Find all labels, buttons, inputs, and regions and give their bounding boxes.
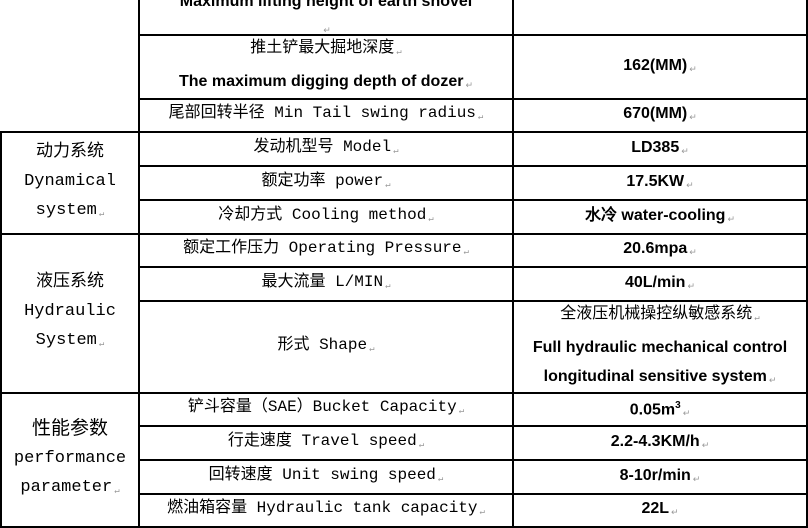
label-text: 尾部回转半径 Min Tail swing radius — [169, 99, 484, 132]
group-en: performance — [13, 448, 127, 468]
spec-label-shape: 形式 Shape — [138, 300, 514, 394]
spec-label-tail-swing: 尾部回转半径 Min Tail swing radius — [138, 98, 514, 133]
value-en: Full hydraulic mechanical control — [532, 338, 788, 356]
value-text: 162(MM) — [623, 51, 697, 84]
spec-value-model: LD385 — [512, 131, 808, 167]
group-performance-parameter: 性能参数 performance parameter — [0, 392, 140, 528]
label-cn: 推土铲最大掘地深度 — [250, 34, 401, 67]
spec-value-flow: 40L/min — [512, 266, 808, 302]
value-text: 水冷 water-cooling — [585, 201, 735, 234]
group-en: system — [36, 196, 105, 229]
group-cn: 液压系统 — [36, 273, 104, 292]
value-text: 20.6mpa — [623, 234, 697, 267]
spec-value-travel-speed: 2.2-4.3KM/h — [512, 425, 808, 461]
group-cn: 性能参数 — [31, 417, 108, 440]
value-text: 40L/min — [625, 268, 695, 301]
label-text: 形式 Shape — [277, 331, 374, 364]
spec-label-bucket: 铲斗容量（SAE）Bucket Capacity — [138, 392, 514, 427]
spec-label-tank: 燃油箱容量 Hydraulic tank capacity — [138, 493, 514, 528]
spec-value-bucket: 0.05m3 — [512, 392, 808, 427]
spec-value-swing-speed: 8-10r/min — [512, 459, 808, 495]
value-text: 2.2-4.3KM/h — [611, 427, 709, 460]
spec-label-power: 额定功率 power — [138, 165, 514, 201]
spec-value-lifting-height — [512, 0, 808, 36]
label-text: 最大流量 L/MIN — [261, 268, 390, 301]
value-text: 8-10r/min — [620, 461, 701, 494]
value-text: 670(MM) — [623, 99, 697, 132]
group-en: Hydraulic — [24, 302, 116, 321]
value-text: 22L — [641, 494, 678, 527]
label-text: 额定工作压力 Operating Pressure — [183, 234, 469, 267]
group-dynamical-system: 动力系统 Dynamical system — [0, 131, 140, 235]
spec-label-travel-speed: 行走速度 Travel speed — [138, 425, 514, 461]
value-text: 0.05m — [629, 401, 676, 419]
spec-label-pressure: 额定工作压力 Operating Pressure — [138, 233, 514, 268]
group-en: Dynamical — [24, 171, 116, 191]
group-cn: 动力系统 — [36, 142, 104, 162]
spec-label-lifting-height: Maximum lifting height of earth shovel — [138, 0, 514, 36]
label-text: 行走速度 Travel speed — [228, 427, 424, 460]
value-superscript: 3 — [675, 399, 681, 411]
label-text: 额定功率 power — [261, 167, 390, 200]
label-en: The maximum digging depth of dozer — [179, 67, 473, 100]
spec-label-model: 发动机型号 Model — [138, 131, 514, 167]
value-text: 17.5KW — [626, 167, 693, 200]
spec-value-digging-depth: 162(MM) — [512, 34, 808, 100]
group-hydraulic-system: 液压系统 Hydraulic System — [0, 233, 140, 394]
spec-value-shape: 全液压机械操控纵敏感系统 Full hydraulic mechanical c… — [512, 300, 808, 394]
value-cn: 全液压机械操控纵敏感系统 — [560, 300, 759, 333]
spec-label-cooling: 冷却方式 Cooling method — [138, 199, 514, 235]
label-text: 发动机型号 Model — [253, 133, 398, 166]
spec-value-pressure: 20.6mpa — [512, 233, 808, 268]
spec-value-power: 17.5KW — [512, 165, 808, 201]
group-en: System — [36, 326, 105, 359]
spec-label-digging-depth: 推土铲最大掘地深度 The maximum digging depth of d… — [138, 34, 514, 100]
label-text: 铲斗容量（SAE）Bucket Capacity — [188, 393, 464, 426]
empty-group-cell — [0, 0, 140, 133]
spec-value-tank: 22L — [512, 493, 808, 528]
spec-label-flow: 最大流量 L/MIN — [138, 266, 514, 302]
spec-label-swing-speed: 回转速度 Unit swing speed — [138, 459, 514, 495]
label-text: 燃油箱容量 Hydraulic tank capacity — [167, 494, 485, 527]
group-en: parameter — [20, 473, 119, 506]
value-text: LD385 — [631, 133, 689, 166]
spec-value-cooling: 水冷 water-cooling — [512, 199, 808, 235]
label-text: 回转速度 Unit swing speed — [209, 461, 444, 494]
value-en: longitudinal sensitive system — [544, 362, 777, 395]
spec-value-tail-swing: 670(MM) — [512, 98, 808, 133]
label-text: Maximum lifting height of earth shovel — [179, 0, 473, 10]
label-text: 冷却方式 Cooling method — [218, 201, 433, 234]
